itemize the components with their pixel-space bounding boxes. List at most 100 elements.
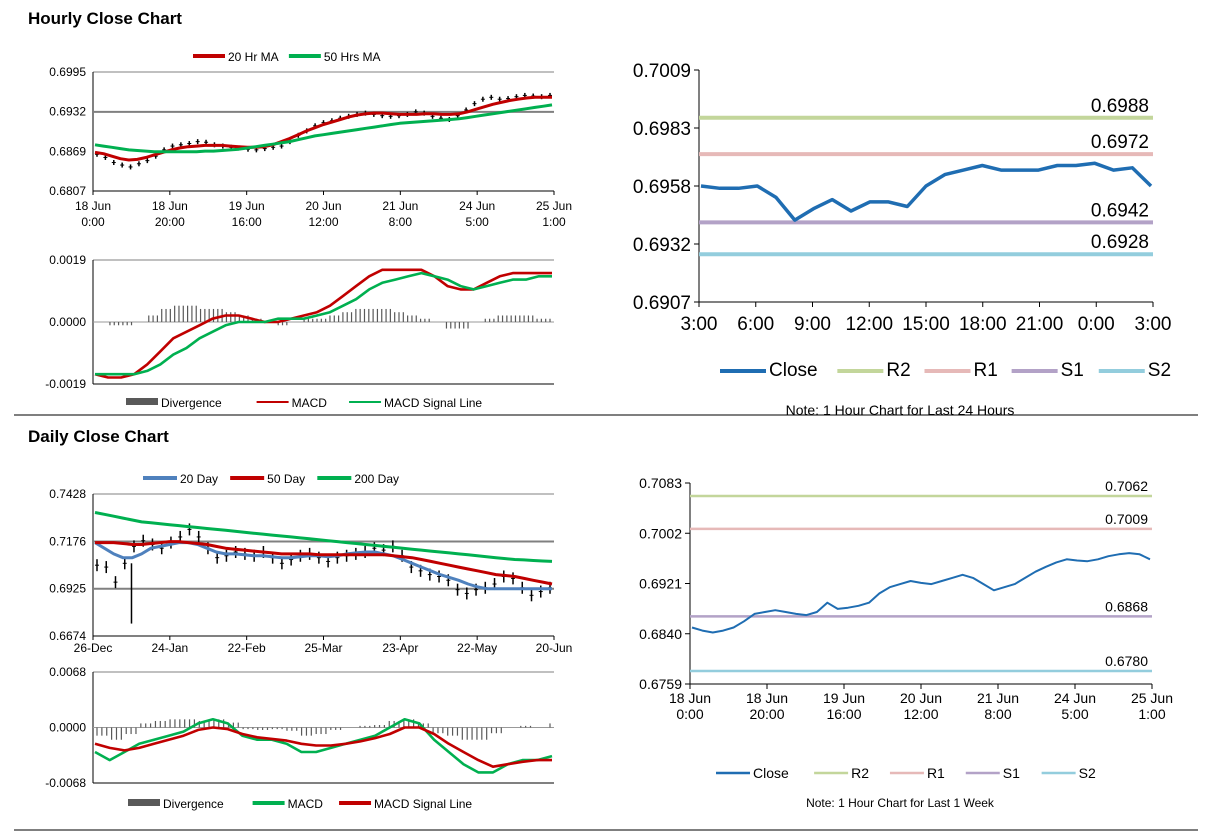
- daily-macd-legend-label-macd-signal-line: MACD Signal Line: [374, 797, 472, 811]
- hourly-24h-xtick-6: 21:00: [1016, 314, 1064, 335]
- hourly-price-xtick-6-b: 1:00: [542, 215, 566, 229]
- daily-week-level-label-s2: 0.6780: [1105, 653, 1148, 669]
- hourly-24h-xtick-7: 0:00: [1078, 314, 1115, 335]
- hourly-price-ytick-2: 0.6869: [49, 144, 86, 158]
- daily-macd-ytick-2: -0.0068: [45, 776, 86, 790]
- daily-week-xtick-4-b: 8:00: [984, 706, 1011, 722]
- hourly-24h-ytick-1: 0.6983: [633, 119, 691, 140]
- daily-price-legend-label-50-day: 50 Day: [267, 472, 305, 486]
- hourly-price-xtick-1-a: 18 Jun: [152, 199, 188, 213]
- hourly-macd-legend-swatch-divergence: [126, 398, 158, 405]
- hourly-24h-legend-label-s1: S1: [1061, 360, 1084, 381]
- hourly-macd-ytick-2: -0.0019: [45, 377, 86, 391]
- hourly-price-ytick-0: 0.6995: [49, 65, 86, 79]
- daily-price-line-50-day: [95, 540, 553, 586]
- hourly-price-xtick-4-b: 8:00: [389, 215, 413, 229]
- hourly-macd-legend-label-macd-signal-line: MACD Signal Line: [384, 396, 482, 410]
- daily-price-xtick-2: 22-Feb: [228, 641, 266, 655]
- hourly-24h-legend-label-r1: R1: [973, 360, 997, 381]
- hourly-price-xtick-2-b: 16:00: [232, 215, 262, 229]
- daily-price-line-20-day: [94, 541, 552, 591]
- hourly-macd-legend-label-divergence: Divergence: [161, 396, 222, 410]
- daily-week-xtick-6-a: 25 Jun: [1131, 690, 1173, 706]
- daily-price-ytick-1: 0.7176: [49, 534, 86, 548]
- daily-week-legend-label-close: Close: [753, 765, 789, 781]
- hourly-price-line-50-hrs-ma: [94, 103, 553, 154]
- hourly-price-xtick-2-a: 19 Jun: [229, 199, 265, 213]
- daily-section-title: Daily Close Chart: [28, 427, 169, 446]
- hourly-price-xtick-0-a: 18 Jun: [75, 199, 111, 213]
- daily-macd-ytick-0: 0.0068: [49, 665, 86, 679]
- hourly-price-xtick-5-b: 5:00: [465, 215, 489, 229]
- hourly-24h-xtick-1: 6:00: [737, 314, 774, 335]
- hourly-24h-xtick-4: 15:00: [902, 314, 950, 335]
- daily-week-level-label-s1: 0.6868: [1105, 598, 1148, 614]
- daily-macd-line-macd-signal-line: [94, 726, 552, 768]
- hourly-24h-legend-label-r2: R2: [886, 360, 910, 381]
- hourly-24h-note: Note: 1 Hour Chart for Last 24 Hours: [786, 402, 1015, 418]
- daily-price-legend-label-20-day: 20 Day: [180, 472, 218, 486]
- daily-week-legend-label-r2: R2: [851, 765, 869, 781]
- hourly-price-xtick-0-b: 0:00: [81, 215, 105, 229]
- hourly-24h-xtick-3: 12:00: [845, 314, 893, 335]
- section-divider: [14, 414, 1198, 416]
- daily-week-xtick-5-a: 24 Jun: [1054, 690, 1096, 706]
- hourly-macd-ytick-0: 0.0019: [49, 253, 86, 267]
- daily-macd-legend-label-divergence: Divergence: [163, 797, 224, 811]
- hourly-24h-ytick-2: 0.6958: [633, 177, 691, 198]
- daily-price-xtick-4: 23-Apr: [382, 641, 418, 655]
- hourly-24h-ytick-4: 0.6907: [633, 293, 691, 314]
- daily-price-xtick-6: 20-Jun: [536, 641, 573, 655]
- daily-price-xtick-0: 26-Dec: [74, 641, 113, 655]
- hourly-24h-ytick-3: 0.6932: [633, 235, 691, 256]
- daily-week-ytick-0: 0.7083: [639, 475, 682, 491]
- daily-macd-ytick-1: 0.0000: [49, 721, 86, 735]
- daily-week-xtick-4-a: 21 Jun: [977, 690, 1019, 706]
- daily-week-xtick-6-b: 1:00: [1138, 706, 1165, 722]
- hourly-price-legend-label-20-hr-ma: 20 Hr MA: [228, 50, 279, 64]
- daily-price-ytick-3: 0.6674: [49, 629, 86, 643]
- daily-week-ytick-3: 0.6840: [639, 626, 682, 642]
- daily-price-legend-label-200-day: 200 Day: [354, 472, 399, 486]
- daily-week-legend-label-s2: S2: [1079, 765, 1096, 781]
- hourly-price-xtick-3-a: 20 Jun: [305, 199, 341, 213]
- daily-week-ytick-4: 0.6759: [639, 676, 682, 692]
- hourly-section-title: Hourly Close Chart: [28, 9, 182, 28]
- hourly-24h-xtick-0: 3:00: [681, 314, 718, 335]
- daily-week-legend-label-r1: R1: [927, 765, 945, 781]
- hourly-24h-level-label-r2: 0.6988: [1091, 96, 1149, 117]
- daily-week-ytick-2: 0.6921: [639, 576, 682, 592]
- hourly-24h-xtick-2: 9:00: [794, 314, 831, 335]
- daily-price-ytick-0: 0.7428: [49, 487, 86, 501]
- daily-week-level-label-r1: 0.7009: [1105, 511, 1148, 527]
- daily-macd-legend-swatch-divergence: [128, 799, 160, 806]
- hourly-24h-legend-label-s2: S2: [1148, 360, 1171, 381]
- bottom-divider: [14, 829, 1198, 831]
- hourly-macd-line-macd-signal-line: [95, 271, 552, 376]
- hourly-price-ytick-3: 0.6807: [49, 184, 86, 198]
- daily-week-note: Note: 1 Hour Chart for Last 1 Week: [806, 796, 995, 810]
- daily-price-xtick-5: 22-May: [457, 641, 497, 655]
- daily-price-ytick-2: 0.6925: [49, 582, 86, 596]
- hourly-24h-legend-label-close: Close: [769, 360, 818, 381]
- hourly-price-xtick-3-b: 12:00: [308, 215, 338, 229]
- hourly-price-line-20-hr-ma: [94, 95, 552, 162]
- hourly-price-ytick-1: 0.6932: [49, 105, 86, 119]
- hourly-24h-line-close: [700, 161, 1153, 222]
- daily-week-xtick-3-a: 20 Jun: [900, 690, 942, 706]
- daily-week-xtick-0-b: 0:00: [676, 706, 703, 722]
- hourly-price-xtick-5-a: 24 Jun: [459, 199, 495, 213]
- hourly-24h-level-label-r1: 0.6972: [1091, 132, 1149, 153]
- daily-price-xtick-3: 25-Mar: [304, 641, 342, 655]
- daily-week-legend-label-s1: S1: [1003, 765, 1020, 781]
- daily-week-xtick-3-b: 12:00: [903, 706, 938, 722]
- daily-week-xtick-0-a: 18 Jun: [669, 690, 711, 706]
- daily-macd-legend-label-macd: MACD: [288, 797, 324, 811]
- daily-week-xtick-1-a: 18 Jun: [746, 690, 788, 706]
- hourly-24h-xtick-5: 18:00: [959, 314, 1007, 335]
- daily-week-ytick-1: 0.7002: [639, 525, 682, 541]
- hourly-macd-ytick-1: 0.0000: [49, 315, 86, 329]
- hourly-price-xtick-4-a: 21 Jun: [382, 199, 418, 213]
- hourly-24h-level-label-s1: 0.6942: [1091, 200, 1149, 221]
